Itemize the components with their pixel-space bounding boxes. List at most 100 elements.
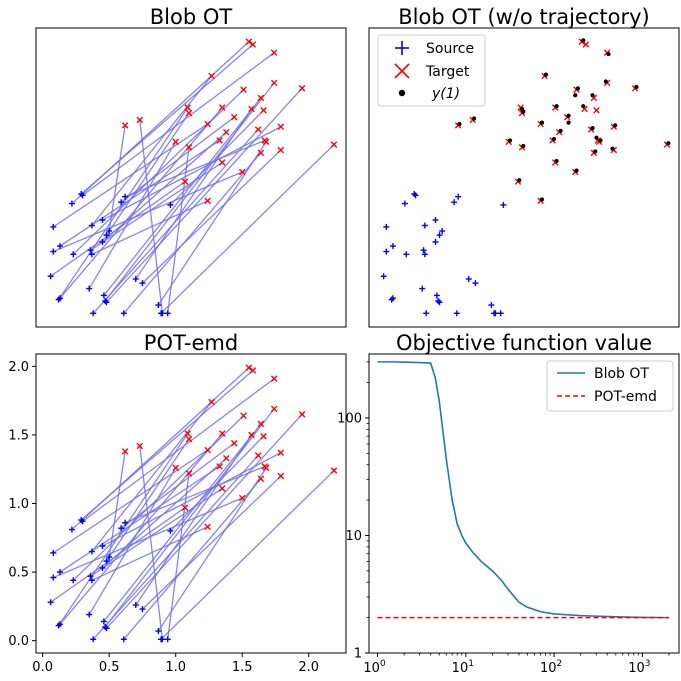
target-point-17 xyxy=(245,38,253,46)
source-point-5 xyxy=(389,243,396,250)
target-point-12 xyxy=(218,485,226,492)
panel-blob-ot-no-trajectory: Blob OT (w/o trajectory) Source Target y… xyxy=(368,5,680,328)
target-point-2 xyxy=(185,109,193,117)
y1-point-22 xyxy=(594,135,599,140)
y1-point-30 xyxy=(573,93,578,98)
source-point-9 xyxy=(412,192,419,199)
source-point-30 xyxy=(497,310,504,317)
y-tick-label-1: 0.5 xyxy=(8,566,29,581)
target-point-30 xyxy=(582,41,590,48)
trajectory-line-19 xyxy=(106,413,303,629)
trajectory-line-20 xyxy=(105,438,190,562)
target-point-11 xyxy=(218,104,226,111)
target-point-13 xyxy=(222,454,230,462)
source-point-26 xyxy=(139,280,146,287)
trajectory-line-23 xyxy=(123,152,262,314)
legend: Blob OT POT-emd xyxy=(546,360,674,412)
source-point-0 xyxy=(47,599,54,606)
y-tick-label-4: 2.0 xyxy=(8,360,29,375)
trajectory-line-13 xyxy=(91,526,208,581)
y1-point-23 xyxy=(598,138,603,143)
legend-marker-y1 xyxy=(398,89,406,97)
scatter-points xyxy=(380,38,671,317)
source-point-12 xyxy=(421,222,428,229)
source-point-23 xyxy=(120,310,127,317)
axes-frame xyxy=(368,27,680,328)
y1-point-28 xyxy=(634,84,639,90)
source-point-9 xyxy=(79,518,86,525)
series-line-blob-ot xyxy=(377,361,669,619)
target-point-12 xyxy=(218,159,226,166)
target-point-15 xyxy=(238,168,246,176)
trajectory-line-9 xyxy=(82,52,275,196)
axes-frame xyxy=(35,27,347,328)
trajectory-line-29 xyxy=(139,119,164,314)
source-point-13 xyxy=(421,251,428,258)
target-point-25 xyxy=(270,79,278,87)
y1-point-15 xyxy=(574,168,579,173)
trajectory-line-27 xyxy=(157,467,267,632)
target-point-19 xyxy=(254,126,262,133)
trajectory-line-29 xyxy=(139,445,164,640)
trajectory-line-9 xyxy=(82,378,275,522)
source-point-20 xyxy=(103,558,110,565)
trajectory-line-31 xyxy=(169,109,264,206)
target-point-26 xyxy=(277,449,285,457)
trajectory-lines xyxy=(50,41,335,314)
source-point-6 xyxy=(401,200,408,207)
source-point-13 xyxy=(88,251,95,258)
source-point-30 xyxy=(164,310,171,317)
y-tick-label-1: 10 xyxy=(345,529,362,544)
legend-label-pot-emd: POT-emd xyxy=(594,389,657,405)
target-point-9 xyxy=(208,398,215,406)
source-point-7 xyxy=(70,251,77,258)
x-tick-label-3: 1.5 xyxy=(232,660,253,675)
trajectory-line-30 xyxy=(167,473,190,640)
source-point-22 xyxy=(451,199,458,206)
trajectory-line-26 xyxy=(141,149,282,284)
x-tick-label-2: 102 xyxy=(540,659,562,676)
y1-point-9 xyxy=(543,72,549,77)
source-point-29 xyxy=(492,310,499,317)
target-point-0 xyxy=(121,122,129,129)
y-tick-label-0: 1 xyxy=(354,647,362,662)
target-point-14 xyxy=(230,439,238,447)
axes-frame xyxy=(368,353,680,654)
source-point-24 xyxy=(455,193,462,200)
source-point-2 xyxy=(50,223,57,230)
source-point-20 xyxy=(436,232,443,239)
target-point-8 xyxy=(204,523,211,531)
target-point-10 xyxy=(216,137,223,144)
panel-objective-function: Objective function value 100 101 102 103110… xyxy=(337,331,680,676)
axis-ticks: 0.0 0.5 1.0 1.5 2.0 0.0 0.5 1.0 1.5 2.0 xyxy=(8,360,319,675)
target-point-16 xyxy=(240,86,247,94)
y1-point-1 xyxy=(472,116,477,121)
axis-ticks: 100 101 102 103 1 10 100 xyxy=(337,361,670,676)
target-point-29 xyxy=(330,467,338,474)
target-point-19 xyxy=(254,452,262,459)
target-point-4 xyxy=(185,470,193,477)
y1-point-25 xyxy=(603,79,608,84)
target-point-28 xyxy=(298,85,306,92)
trajectory-line-2 xyxy=(52,449,208,554)
y1-point-6 xyxy=(517,178,522,183)
x-tick-label-2: 1.0 xyxy=(165,660,186,675)
source-point-15 xyxy=(432,238,439,245)
source-point-15 xyxy=(99,238,106,245)
trajectory-line-4 xyxy=(59,107,223,299)
source-point-4 xyxy=(389,295,396,302)
y-tick-label-3: 1.5 xyxy=(8,428,29,443)
y1-point-7 xyxy=(539,120,545,125)
source-point-25 xyxy=(132,275,139,282)
legend-label-target: Target xyxy=(425,64,470,80)
source-point-21 xyxy=(106,553,113,560)
source-point-0 xyxy=(47,273,54,280)
legend-box xyxy=(377,34,486,107)
x-tick-label-1: 101 xyxy=(452,659,474,676)
source-point-1 xyxy=(383,248,390,255)
target-point-15 xyxy=(238,494,246,502)
target-point-31 xyxy=(260,106,267,114)
target-point-26 xyxy=(277,123,285,131)
y1-point-20 xyxy=(590,93,595,98)
source-point-14 xyxy=(90,636,97,643)
